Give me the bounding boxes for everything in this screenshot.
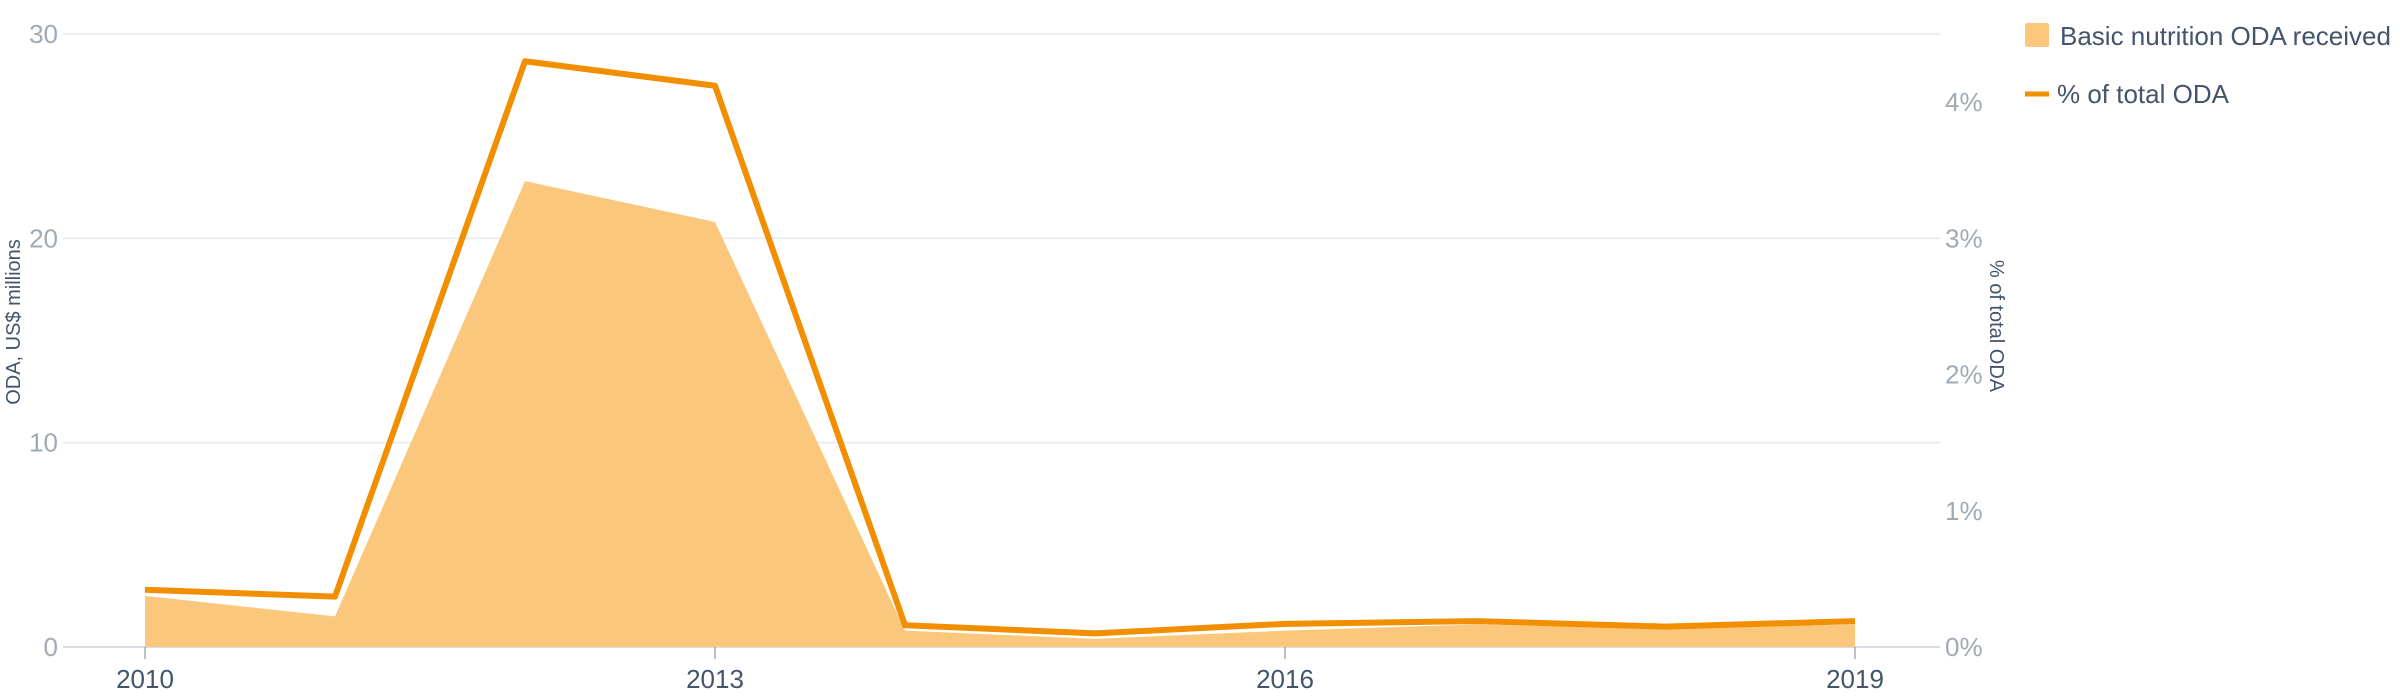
area-series (145, 181, 1855, 647)
left-axis-ticks: 0 10 20 30 (29, 19, 58, 662)
x-tick-label: 2013 (686, 664, 744, 694)
left-tick-label: 20 (29, 223, 58, 253)
left-tick-label: 30 (29, 19, 58, 49)
right-tick-label: 0% (1945, 632, 1983, 662)
line-percent-total-oda (144, 58, 1856, 637)
left-tick-label: 0 (44, 632, 58, 662)
right-axis-ticks: 0% 1% 2% 3% 4% (1945, 87, 1983, 662)
right-tick-label: 4% (1945, 87, 1983, 117)
x-tick-label: 2019 (1826, 664, 1884, 694)
x-tick-label: 2016 (1256, 664, 1314, 694)
x-tick-label: 2010 (116, 664, 174, 694)
legend-label-area: Basic nutrition ODA received (2060, 21, 2391, 51)
legend-label-line: % of total ODA (2057, 79, 2230, 109)
right-tick-label: 3% (1945, 223, 1983, 253)
x-axis-ticks: 2010 2013 2016 2019 (116, 647, 1884, 694)
legend: Basic nutrition ODA received % of total … (2025, 21, 2391, 109)
right-tick-label: 1% (1945, 496, 1983, 526)
right-axis-title: % of total ODA (1985, 260, 2007, 393)
line-series (144, 58, 1856, 637)
left-tick-label: 10 (29, 428, 58, 458)
left-axis-title: ODA, US$ millions (3, 239, 25, 405)
legend-swatch-area (2025, 23, 2049, 47)
right-tick-label: 2% (1945, 360, 1983, 390)
gridlines (63, 33, 1940, 648)
area-basic-nutrition-oda (145, 181, 1855, 647)
